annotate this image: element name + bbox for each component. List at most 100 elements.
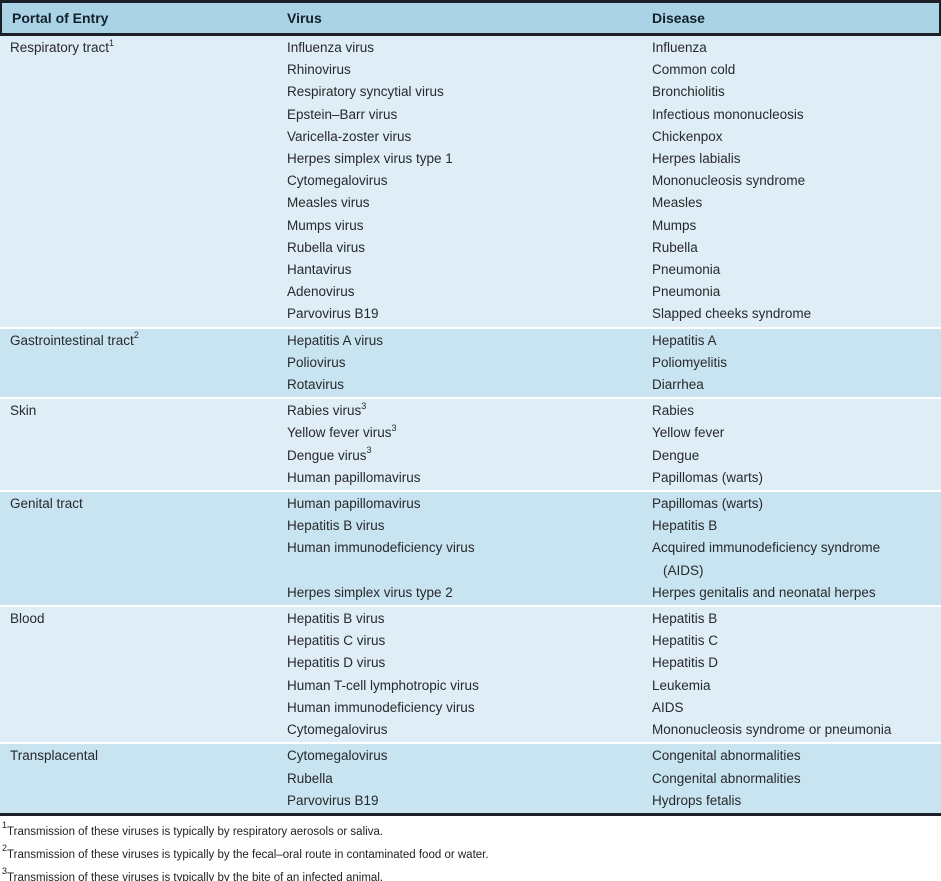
virus-cell: Measles virus bbox=[287, 195, 370, 211]
portal-cell: Gastrointestinal tract2 bbox=[10, 330, 139, 348]
disease-cell: Influenza bbox=[652, 37, 941, 59]
virus-cell: Cytomegalovirus bbox=[287, 173, 388, 189]
virus-cell: Rabies virus3 bbox=[287, 400, 367, 419]
disease-line: Papillomas (warts) bbox=[652, 496, 764, 512]
virus-cell: Dengue virus3 bbox=[287, 445, 372, 463]
disease-cell: Mumps bbox=[652, 215, 941, 237]
footnote-ref: 3 bbox=[391, 422, 397, 433]
table-row: Cytomegalovirus Congenital abnormalities bbox=[287, 745, 941, 767]
disease-line: Rabies bbox=[652, 403, 695, 419]
section-rows: Hepatitis B virus Hepatitis B Hepatitis C … bbox=[287, 608, 941, 741]
disease-line: Pneumonia bbox=[652, 284, 721, 300]
disease-line: Diarrhea bbox=[652, 377, 704, 393]
table-row: Rubella virus Rubella bbox=[287, 237, 941, 259]
virus-cell: Respiratory syncytial virus bbox=[287, 84, 444, 100]
virus-cell: Herpes simplex virus type 2 bbox=[287, 584, 453, 600]
table-row: Hepatitis C virus Hepatitis C bbox=[287, 630, 941, 652]
disease-cell: Leukemia bbox=[652, 675, 941, 697]
table-row: Human T-cell lymphotropic virus Leukemia bbox=[287, 675, 941, 697]
virus-cell: Adenovirus bbox=[287, 284, 355, 300]
table-row: Hepatitis D virus Hepatitis D bbox=[287, 652, 941, 674]
disease-line: Poliomyelitis bbox=[652, 354, 728, 370]
disease-line: Infectious mononucleosis bbox=[652, 106, 804, 122]
virus-cell: Yellow fever virus3 bbox=[287, 422, 397, 441]
disease-cell: Yellow fever bbox=[652, 422, 941, 444]
table-row: Herpes simplex virus type 1 Herpes labial… bbox=[287, 148, 941, 170]
header-portal-of-entry: Portal of Entry bbox=[12, 10, 109, 26]
table-row: Rubella Congenital abnormalities bbox=[287, 768, 941, 790]
portal-cell: Respiratory tract1 bbox=[10, 37, 115, 55]
disease-line: Congenital abnormalities bbox=[652, 748, 801, 764]
virus-cell: Poliovirus bbox=[287, 354, 346, 370]
table-row: Parvovirus B19 Slapped cheeks syndrome bbox=[287, 303, 941, 325]
disease-cell: Rubella bbox=[652, 237, 941, 259]
footnotes: 1Transmission of these viruses is typica… bbox=[0, 816, 941, 881]
portal-cell: Blood bbox=[10, 611, 45, 627]
disease-cell: Hepatitis B bbox=[652, 515, 941, 537]
section-blood: Blood Hepatitis B virus Hepatitis B Hepatit… bbox=[0, 607, 941, 745]
virus-cell: Hepatitis C virus bbox=[287, 633, 386, 649]
section-rows: Hepatitis A virus Hepatitis A Poliovirus Po… bbox=[287, 330, 941, 397]
disease-line: Herpes genitalis and neonatal herpes bbox=[652, 584, 876, 600]
disease-cell: Herpes labialis bbox=[652, 148, 941, 170]
virus-cell: Cytomegalovirus bbox=[287, 722, 388, 738]
virus-cell: Human T-cell lymphotropic virus bbox=[287, 677, 479, 693]
disease-line: Hydrops fetalis bbox=[652, 792, 742, 808]
table-row: Human papillomavirus Papillomas (warts) bbox=[287, 467, 941, 489]
footnote-marker: 3 bbox=[2, 866, 8, 877]
table-row: Mumps virus Mumps bbox=[287, 215, 941, 237]
section-rows: Rabies virus3 Rabies Yellow fever virus3 Ye… bbox=[287, 400, 941, 489]
disease-cell: Congenital abnormalities bbox=[652, 768, 941, 790]
footnote-text: Transmission of these viruses is typical… bbox=[7, 848, 489, 861]
disease-line: AIDS bbox=[652, 699, 684, 715]
virus-cell: Rhinovirus bbox=[287, 62, 351, 78]
virus-cell: Human immunodeficiency virus bbox=[287, 540, 475, 556]
virus-cell: Influenza virus bbox=[287, 40, 375, 55]
disease-cell: Hepatitis C bbox=[652, 630, 941, 652]
virus-cell: Rotavirus bbox=[287, 377, 345, 393]
disease-cell: Diarrhea bbox=[652, 374, 941, 396]
disease-line: Hepatitis C bbox=[652, 633, 719, 649]
disease-cell: Infectious mononucleosis bbox=[652, 104, 941, 126]
disease-cell: Hepatitis D bbox=[652, 652, 941, 674]
disease-cell: Mononucleosis syndrome bbox=[652, 170, 941, 192]
disease-line: Common cold bbox=[652, 62, 736, 78]
disease-cell: Congenital abnormalities bbox=[652, 745, 941, 767]
disease-cell: Pneumonia bbox=[652, 259, 941, 281]
header-virus: Virus bbox=[287, 10, 322, 26]
footnote-text: Transmission of these viruses is typical… bbox=[7, 825, 384, 838]
table-row: Cytomegalovirus Mononucleosis syndrome bbox=[287, 170, 941, 192]
section-gastrointestinal-tract: Gastrointestinal tract2 Hepatitis A virus… bbox=[0, 328, 941, 400]
virus-cell: Hantavirus bbox=[287, 262, 352, 278]
portal-cell: Transplacental bbox=[10, 748, 99, 764]
table-row: Human papillomavirus Papillomas (warts) bbox=[287, 493, 941, 515]
table-row: Rabies virus3 Rabies bbox=[287, 400, 941, 422]
virus-cell: Rubella bbox=[287, 770, 333, 786]
virus-cell: Hepatitis B virus bbox=[287, 518, 385, 534]
disease-line: Pneumonia bbox=[652, 262, 721, 278]
disease-cell: Herpes genitalis and neonatal herpes bbox=[652, 582, 941, 604]
disease-cell: Mononucleosis syndrome or pneumonia bbox=[652, 719, 941, 741]
disease-cell: Rabies bbox=[652, 400, 941, 422]
disease-cell: Chickenpox bbox=[652, 126, 941, 148]
virus-cell: Varicella-zoster virus bbox=[287, 128, 412, 144]
disease-line: Yellow fever bbox=[652, 425, 725, 441]
disease-line: Measles bbox=[652, 195, 703, 211]
disease-cell: Poliomyelitis bbox=[652, 352, 941, 374]
virus-cell: Parvovirus B19 bbox=[287, 792, 379, 808]
virus-cell: Human immunodeficiency virus bbox=[287, 699, 475, 715]
table-row: Varicella-zoster virus Chickenpox bbox=[287, 126, 941, 148]
table-row: Influenza virus Influenza bbox=[287, 37, 941, 59]
table-body: Respiratory tract1 Influenza virus Influen… bbox=[0, 36, 941, 816]
disease-cell: AIDS bbox=[652, 697, 941, 719]
section-rows: Cytomegalovirus Congenital abnormalities R… bbox=[287, 745, 941, 812]
table-row: Rotavirus Diarrhea bbox=[287, 374, 941, 396]
disease-line: Mumps bbox=[652, 217, 697, 233]
disease-cell: Hydrops fetalis bbox=[652, 790, 941, 812]
disease-line: Rubella bbox=[652, 239, 698, 255]
disease-cell: Acquired immunodeficiency syndrome (AIDS) bbox=[652, 537, 941, 581]
disease-line: Herpes labialis bbox=[652, 151, 741, 167]
footnote-ref: 2 bbox=[133, 330, 139, 341]
virus-cell: Epstein–Barr virus bbox=[287, 106, 398, 122]
table-row: Hantavirus Pneumonia bbox=[287, 259, 941, 281]
